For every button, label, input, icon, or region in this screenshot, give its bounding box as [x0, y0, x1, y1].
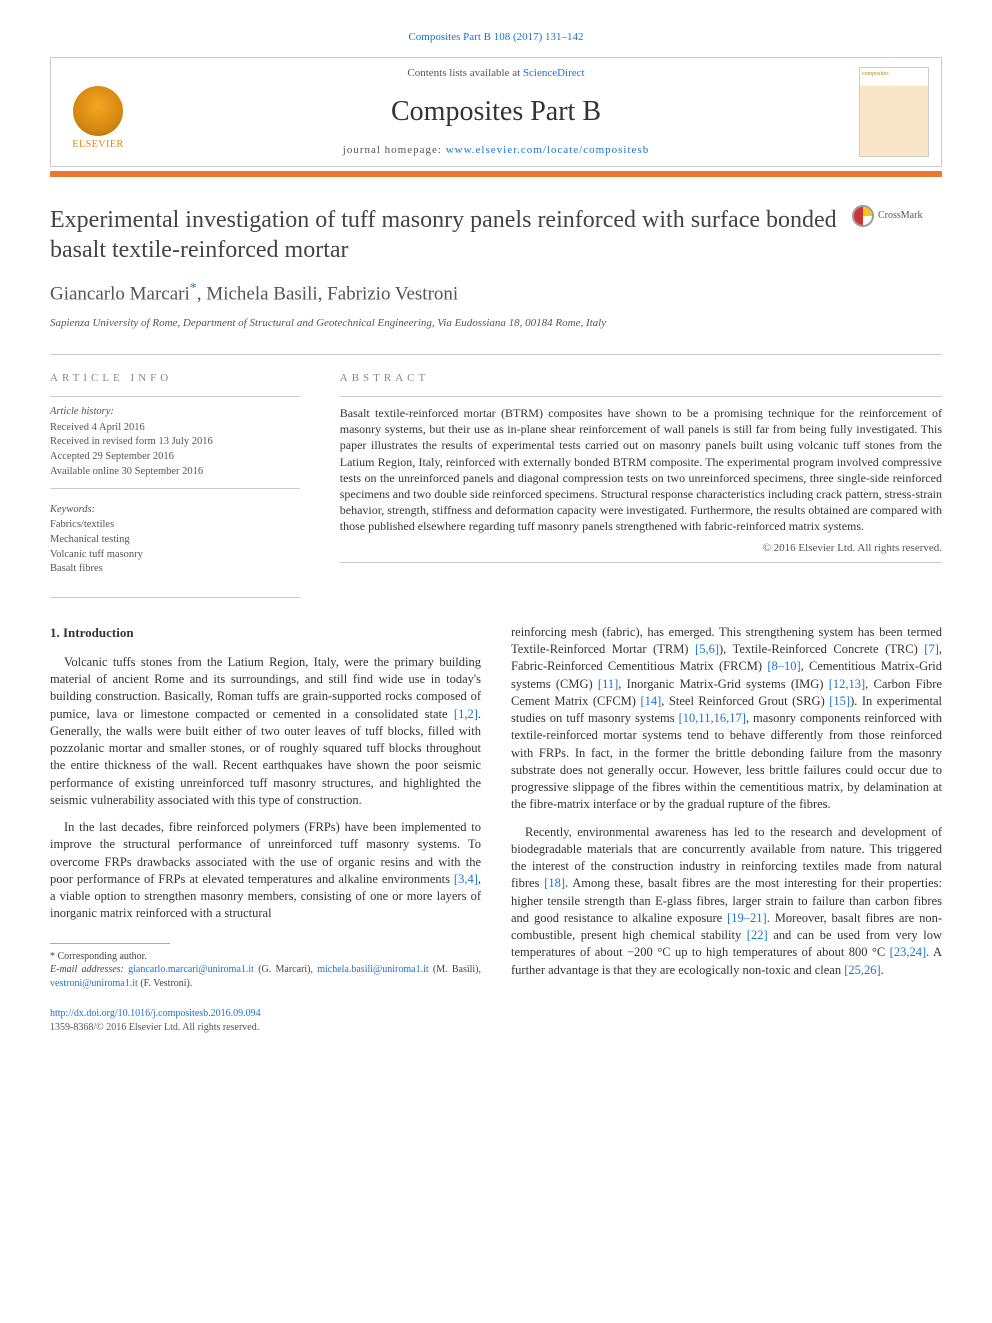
accent-bar [50, 171, 942, 177]
header-center: Contents lists available at ScienceDirec… [133, 66, 859, 158]
history-revised: Received in revised form 13 July 2016 [50, 435, 300, 450]
corresponding-marker: * [190, 281, 197, 296]
elsevier-tree-icon [73, 86, 123, 136]
history-head: Article history: [50, 405, 300, 420]
paragraph: Recently, environmental awareness has le… [511, 824, 942, 979]
citation-link[interactable]: [7] [924, 642, 939, 656]
citation-link[interactable]: [15] [829, 694, 850, 708]
footnote-rule [50, 943, 170, 944]
email-link[interactable]: vestroni@uniroma1.it [50, 978, 138, 989]
article-title: Experimental investigation of tuff mason… [50, 205, 852, 265]
divider [50, 354, 942, 355]
top-citation: Composites Part B 108 (2017) 131–142 [50, 30, 942, 45]
citation-link[interactable]: [25,26] [844, 963, 880, 977]
footer-block: http://dx.doi.org/10.1016/j.compositesb.… [50, 1007, 481, 1035]
citation-link[interactable]: [14] [640, 694, 661, 708]
contents-available-line: Contents lists available at ScienceDirec… [133, 66, 859, 81]
journal-homepage-line: journal homepage: www.elsevier.com/locat… [133, 143, 859, 158]
citation-link[interactable]: [18] [544, 876, 565, 890]
publisher-logo: ELSEVIER [63, 72, 133, 152]
email-line: E-mail addresses: giancarlo.marcari@unir… [50, 963, 481, 991]
email-link[interactable]: giancarlo.marcari@uniroma1.it [128, 964, 254, 975]
abstract-block: ABSTRACT Basalt textile-reinforced morta… [340, 371, 942, 577]
homepage-link[interactable]: www.elsevier.com/locate/compositesb [446, 144, 650, 156]
doi-link[interactable]: http://dx.doi.org/10.1016/j.compositesb.… [50, 1008, 261, 1019]
contents-prefix: Contents lists available at [407, 67, 522, 79]
citation-link[interactable]: [12,13] [829, 677, 865, 691]
author-1: Giancarlo Marcari [50, 284, 190, 305]
affiliation: Sapienza University of Rome, Department … [50, 316, 942, 331]
section-heading: 1. Introduction [50, 624, 481, 642]
cover-label: composites [862, 71, 889, 77]
para-text: Recently, environmental awareness has le… [511, 825, 942, 977]
publisher-name: ELSEVIER [72, 138, 123, 152]
author-2: Michela Basili [206, 284, 317, 305]
divider [340, 562, 942, 563]
citation-link[interactable]: [10,11,16,17] [679, 711, 746, 725]
para-text: reinforcing mesh (fabric), has emerged. … [511, 625, 942, 812]
abstract-label: ABSTRACT [340, 371, 942, 386]
divider [50, 396, 300, 397]
crossmark-icon [852, 205, 874, 227]
citation-link[interactable]: [19–21] [727, 911, 767, 925]
email-author-name: (F. Vestroni). [138, 978, 193, 989]
divider [50, 488, 300, 489]
email-prefix: E-mail addresses: [50, 964, 128, 975]
journal-name: Composites Part B [133, 92, 859, 131]
journal-header: ELSEVIER Contents lists available at Sci… [50, 57, 942, 167]
email-author-name: (M. Basili), [429, 964, 481, 975]
citation-link[interactable]: [11] [598, 677, 618, 691]
para-text: In the last decades, fibre reinforced po… [50, 820, 481, 920]
keyword: Mechanical testing [50, 533, 300, 548]
keyword: Fabrics/textiles [50, 518, 300, 533]
article-info-label: ARTICLE INFO [50, 371, 300, 386]
sciencedirect-link[interactable]: ScienceDirect [523, 67, 585, 79]
email-author-name: (G. Marcari), [254, 964, 317, 975]
corresponding-author-footnote: * Corresponding author. E-mail addresses… [50, 950, 481, 991]
divider [340, 396, 942, 397]
authors-line: Giancarlo Marcari*, Michela Basili, Fabr… [50, 279, 942, 308]
citation-link[interactable]: [1,2] [454, 707, 478, 721]
homepage-prefix: journal homepage: [343, 144, 446, 156]
issn-copyright-line: 1359-8368/© 2016 Elsevier Ltd. All right… [50, 1021, 481, 1035]
keyword: Volcanic tuff masonry [50, 548, 300, 563]
email-link[interactable]: michela.basili@uniroma1.it [317, 964, 428, 975]
keyword: Basalt fibres [50, 562, 300, 577]
citation-link[interactable]: [22] [747, 928, 768, 942]
citation-link[interactable]: [3,4] [454, 872, 478, 886]
paragraph: Volcanic tuffs stones from the Latium Re… [50, 654, 481, 809]
history-received: Received 4 April 2016 [50, 421, 300, 436]
para-text: Volcanic tuffs stones from the Latium Re… [50, 655, 481, 807]
abstract-copyright: © 2016 Elsevier Ltd. All rights reserved… [340, 541, 942, 556]
author-3: Fabrizio Vestroni [327, 284, 458, 305]
journal-cover-thumbnail: composites [859, 67, 929, 157]
paragraph: reinforcing mesh (fabric), has emerged. … [511, 624, 942, 814]
crossmark-badge[interactable]: CrossMark [852, 205, 942, 227]
history-online: Available online 30 September 2016 [50, 465, 300, 480]
article-info-block: ARTICLE INFO Article history: Received 4… [50, 371, 300, 577]
citation-link[interactable]: [23,24] [890, 945, 926, 959]
top-citation-link[interactable]: Composites Part B 108 (2017) 131–142 [408, 31, 583, 43]
divider [50, 597, 300, 598]
corr-author-label: * Corresponding author. [50, 950, 481, 964]
paragraph: In the last decades, fibre reinforced po… [50, 819, 481, 923]
citation-link[interactable]: [5,6] [695, 642, 719, 656]
article-body: 1. Introduction Volcanic tuffs stones fr… [50, 624, 942, 1035]
abstract-body: Basalt textile-reinforced mortar (BTRM) … [340, 405, 942, 535]
keywords-head: Keywords: [50, 503, 300, 518]
crossmark-label: CrossMark [878, 209, 922, 223]
history-accepted: Accepted 29 September 2016 [50, 450, 300, 465]
citation-link[interactable]: [8–10] [767, 659, 800, 673]
